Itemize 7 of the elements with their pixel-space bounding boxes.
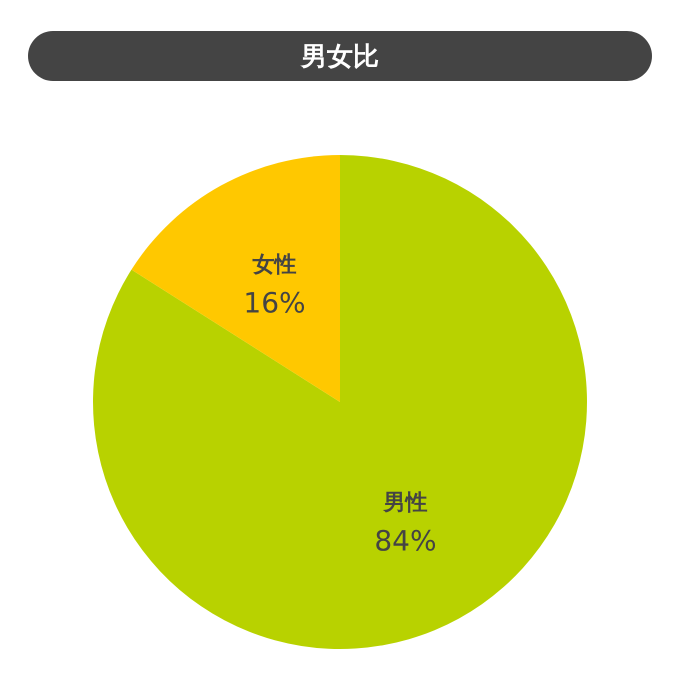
chart-title: 男女比 bbox=[300, 42, 379, 72]
slice-label: 男性 bbox=[382, 490, 428, 516]
pie-slice bbox=[131, 155, 340, 402]
slice-label: 女性 bbox=[252, 252, 297, 278]
data-label: 84% bbox=[374, 524, 437, 558]
data-label: 16% bbox=[243, 286, 306, 320]
pie-slice bbox=[93, 155, 587, 649]
